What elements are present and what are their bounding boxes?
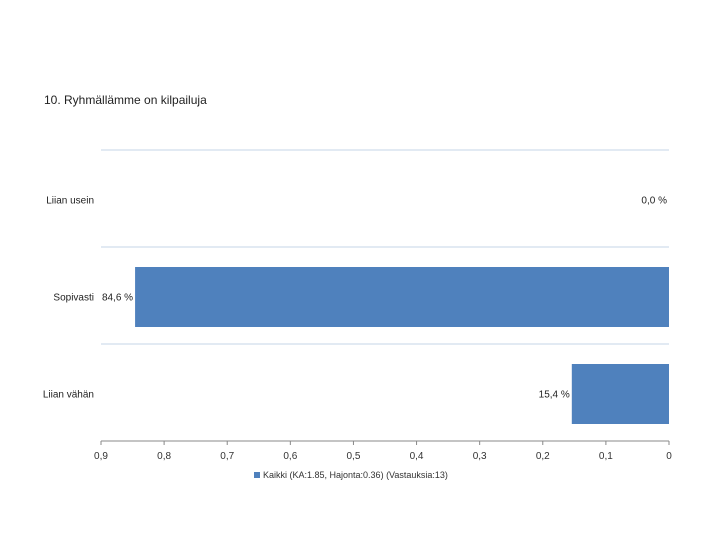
category-label: Sopivasti <box>53 293 94 304</box>
x-tick-label: 0,8 <box>157 451 171 462</box>
x-tick-label: 0,7 <box>220 451 234 462</box>
x-tick-label: 0,2 <box>536 451 550 462</box>
x-tick-label: 0 <box>666 451 672 462</box>
bar <box>571 364 669 424</box>
category-label: Liian vähän <box>43 390 94 401</box>
x-tick-label: 0,5 <box>346 451 360 462</box>
legend-swatch <box>254 472 260 478</box>
value-label: 84,6 % <box>102 293 133 304</box>
chart-legend: Kaikki (KA:1.85, Hajonta:0.36) (Vastauks… <box>254 470 448 480</box>
x-tick-label: 0,1 <box>599 451 613 462</box>
x-tick-label: 0,3 <box>473 451 487 462</box>
chart-title: 10. Ryhmällämme on kilpailuja <box>44 93 207 107</box>
bar <box>135 267 669 327</box>
category-label: Liian usein <box>46 196 94 207</box>
x-tick-label: 0,6 <box>283 451 297 462</box>
value-label: 0,0 % <box>641 196 667 207</box>
legend-label: Kaikki (KA:1.85, Hajonta:0.36) (Vastauks… <box>263 470 448 480</box>
value-label: 15,4 % <box>539 390 570 401</box>
x-tick-label: 0,9 <box>94 451 108 462</box>
x-tick-label: 0,4 <box>410 451 424 462</box>
